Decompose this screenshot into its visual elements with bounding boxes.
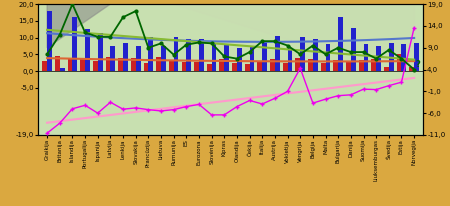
Bar xyxy=(346,62,351,71)
Bar xyxy=(384,67,389,71)
Bar xyxy=(364,44,368,71)
Bar xyxy=(257,61,262,71)
Bar xyxy=(333,60,338,71)
Bar xyxy=(295,58,300,71)
Bar xyxy=(325,44,330,71)
Bar xyxy=(371,59,376,71)
Bar xyxy=(410,67,414,71)
Bar xyxy=(300,37,305,71)
Polygon shape xyxy=(174,4,414,51)
Bar xyxy=(42,61,47,71)
Bar xyxy=(68,58,72,71)
Bar xyxy=(169,60,174,71)
Bar xyxy=(389,43,394,71)
Bar xyxy=(118,58,123,71)
Bar xyxy=(283,63,288,71)
Bar xyxy=(194,62,199,71)
Bar xyxy=(55,56,60,71)
Bar xyxy=(401,44,406,71)
Bar xyxy=(351,28,356,71)
Bar xyxy=(174,37,179,71)
Bar xyxy=(156,57,161,71)
Bar xyxy=(98,33,103,71)
Text: ?: ? xyxy=(415,60,420,69)
Bar xyxy=(136,46,140,71)
Bar xyxy=(270,59,275,71)
Bar xyxy=(308,60,313,71)
Bar xyxy=(161,46,166,71)
Bar xyxy=(181,62,186,71)
Bar xyxy=(207,64,211,71)
Bar xyxy=(220,60,224,71)
Bar xyxy=(85,29,90,71)
Bar xyxy=(186,39,191,71)
Bar xyxy=(224,44,229,71)
Bar xyxy=(262,41,267,71)
Bar xyxy=(80,59,85,71)
Bar xyxy=(397,54,401,71)
Bar xyxy=(148,37,153,71)
Bar xyxy=(60,68,65,71)
Bar xyxy=(93,61,98,71)
Bar xyxy=(250,46,254,71)
Bar xyxy=(110,46,115,71)
Bar xyxy=(338,17,343,71)
Bar xyxy=(212,44,216,71)
Bar xyxy=(199,39,204,71)
Bar xyxy=(321,63,325,71)
Bar xyxy=(232,63,237,71)
Bar xyxy=(72,17,77,71)
Bar xyxy=(47,12,52,71)
Bar xyxy=(275,36,280,71)
Bar xyxy=(123,43,128,71)
Bar xyxy=(288,48,292,71)
Polygon shape xyxy=(47,4,110,48)
Bar xyxy=(106,57,110,71)
Bar xyxy=(376,46,381,71)
Bar xyxy=(144,63,149,71)
Bar xyxy=(131,58,136,71)
Bar xyxy=(237,48,242,71)
Bar xyxy=(245,64,250,71)
Bar xyxy=(414,43,419,71)
Bar xyxy=(313,39,318,71)
Bar xyxy=(359,60,364,71)
